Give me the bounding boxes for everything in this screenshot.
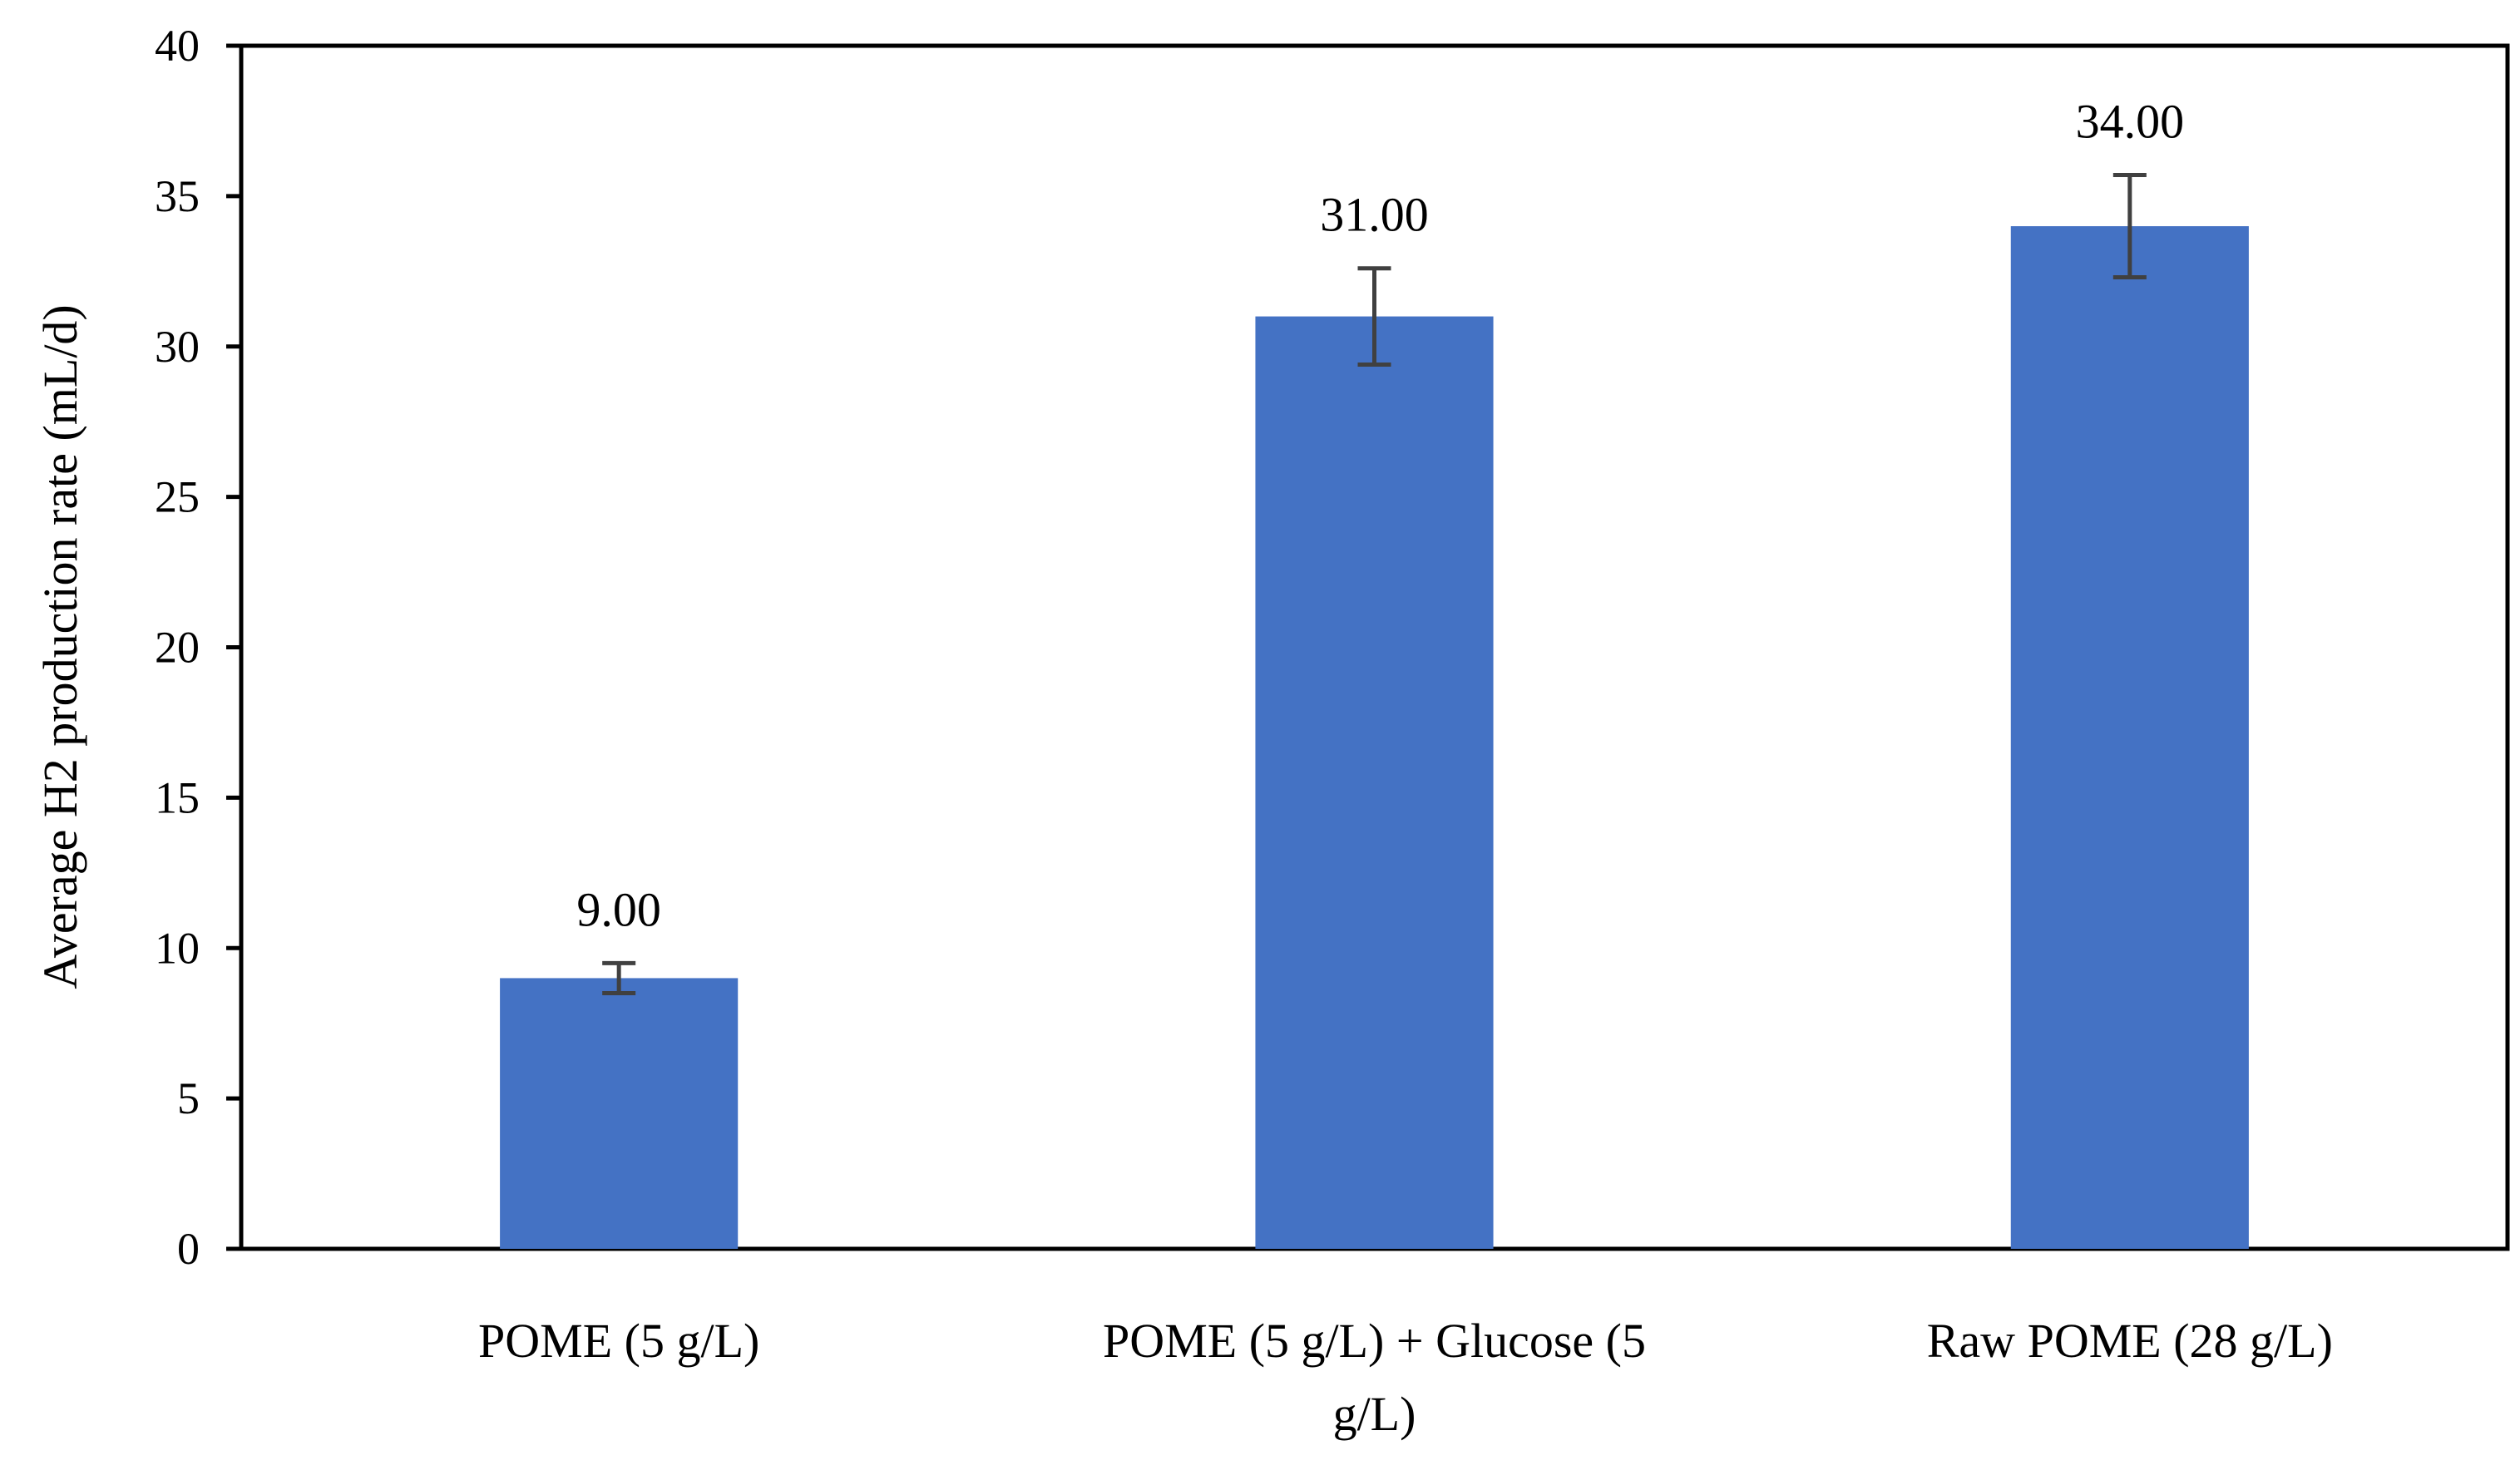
y-tick-label-7: 35 bbox=[155, 171, 200, 221]
error-bar-0 bbox=[602, 960, 636, 996]
category-label-2: Raw POME (28 g/L) bbox=[1927, 1314, 2333, 1368]
y-tick-label-6: 30 bbox=[155, 322, 200, 372]
error-bar-1 bbox=[1357, 266, 1391, 367]
value-label-0: 9.00 bbox=[576, 882, 661, 936]
value-label-1: 31.00 bbox=[1320, 188, 1429, 242]
y-tick-label-2: 10 bbox=[155, 923, 200, 973]
y-tick-label-8: 40 bbox=[155, 21, 200, 71]
y-tick-label-0: 0 bbox=[177, 1224, 200, 1274]
y-tick-label-5: 25 bbox=[155, 472, 200, 522]
x-axis-labels: POME (5 g/L) POME (5 g/L) + Glucose (5 g/L… bbox=[478, 1314, 2333, 1441]
y-axis-title: Average H2 production rate (mL/d) bbox=[33, 304, 87, 989]
y-axis-ticks: 0 5 10 15 20 25 30 35 40 bbox=[155, 21, 241, 1274]
y-tick-label-4: 20 bbox=[155, 623, 200, 673]
y-tick-label-3: 15 bbox=[155, 772, 200, 822]
error-bars bbox=[602, 173, 2147, 996]
bar-series bbox=[500, 226, 2249, 1250]
data-labels: 9.00 31.00 34.00 bbox=[576, 95, 2184, 937]
category-label-1: POME (5 g/L) + Glucose (5 g/L) bbox=[1103, 1314, 1646, 1441]
bar-0 bbox=[500, 978, 739, 1249]
category-label-0: POME (5 g/L) bbox=[478, 1314, 759, 1368]
bar-1 bbox=[1255, 316, 1494, 1250]
bar-2 bbox=[2010, 226, 2249, 1249]
error-bar-2 bbox=[2112, 173, 2147, 280]
y-tick-label-1: 5 bbox=[177, 1073, 200, 1123]
value-label-2: 34.00 bbox=[2076, 95, 2185, 149]
